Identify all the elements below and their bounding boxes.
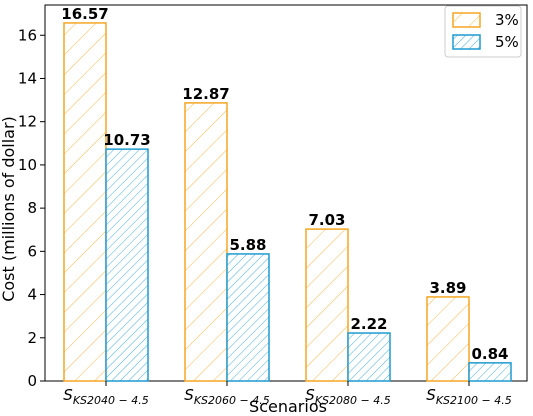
- data-label: 16.57: [61, 5, 108, 23]
- legend-swatch: [452, 34, 481, 50]
- data-label: 5.88: [229, 236, 266, 254]
- x-tick-label: SKS2060 − 4.5: [184, 386, 269, 407]
- bar-5pct-2: [226, 253, 270, 382]
- bar-3pct-4: [426, 296, 470, 382]
- legend-label: 5%: [495, 33, 519, 51]
- y-tick-label: 4: [27, 286, 37, 304]
- y-axis-label: Cost (millions of dollar): [0, 116, 18, 302]
- data-label: 0.84: [471, 345, 508, 363]
- plot-area: [44, 4, 528, 382]
- legend-label: 3%: [495, 11, 519, 29]
- x-tick-label: SKS2100 − 4.5: [426, 386, 511, 407]
- y-tick-label: 12: [18, 113, 37, 131]
- y-tick-label: 6: [27, 242, 37, 260]
- x-axis: SKS2040 − 4.5 SKS2060 − 4.5 SKS2080 − 4.5 S…: [63, 381, 512, 407]
- data-label: 3.89: [429, 279, 466, 297]
- data-labels: 16.57 12.87 7.03 3.89 10.73 5.88 2.22 0.84: [61, 5, 508, 363]
- y-tick-label: 8: [27, 199, 37, 217]
- bar-3pct-3: [305, 228, 349, 382]
- bars: [63, 22, 512, 382]
- y-tick-label: 2: [27, 329, 37, 347]
- bar-3pct-2: [184, 102, 228, 382]
- x-tick-label: SKS2040 − 4.5: [63, 386, 148, 407]
- data-label: 2.22: [350, 315, 387, 333]
- data-label: 7.03: [308, 211, 345, 229]
- bar-5pct-4: [468, 362, 512, 382]
- data-label: 12.87: [182, 85, 229, 103]
- legend: 3%5%: [444, 5, 522, 58]
- x-axis-label: Scenarios: [249, 397, 327, 416]
- bar-3pct-1: [63, 22, 107, 382]
- plot-frame: [44, 4, 528, 382]
- y-tick-label: 14: [18, 69, 37, 87]
- legend-swatch: [452, 12, 481, 28]
- y-axis: 0 2 4 6 8 10 12 14 16: [18, 26, 45, 390]
- bar-5pct-3: [347, 332, 391, 382]
- y-tick-label: 10: [18, 156, 37, 174]
- y-tick-label: 16: [18, 26, 37, 44]
- data-label: 10.73: [103, 131, 150, 149]
- x-tick-label: SKS2080 − 4.5: [305, 386, 390, 407]
- y-tick-label: 0: [27, 372, 37, 390]
- bar-5pct-1: [105, 148, 149, 382]
